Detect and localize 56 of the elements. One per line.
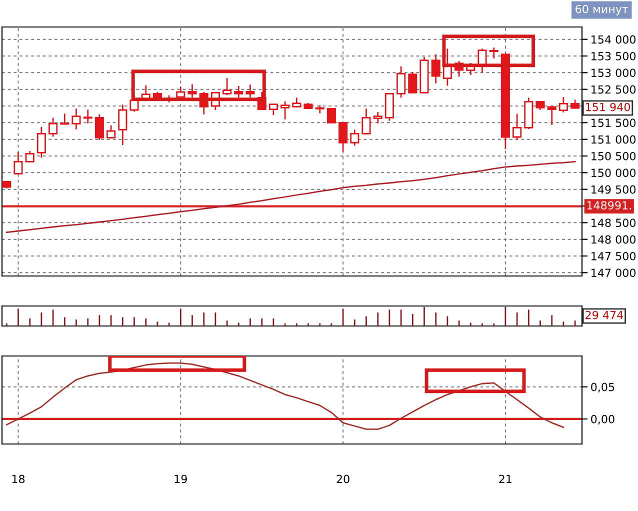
x-tick-label: 21: [499, 474, 512, 483]
y-tick-label: 0,05: [591, 382, 614, 392]
line-series: [6, 160, 576, 234]
candlestick: [326, 108, 336, 124]
line-series: [6, 362, 564, 430]
y-tick-label: 149 500: [592, 185, 636, 194]
y-tick-label: 151 500: [592, 118, 636, 128]
y-tick-label: 150 000: [592, 168, 636, 178]
y-tick-label: 0,00: [591, 414, 614, 424]
candlestick: [106, 125, 116, 138]
candlestick: [36, 126, 46, 158]
y-tick-label: 154 000: [592, 35, 636, 44]
candlestick: [512, 114, 522, 140]
candlestick: [396, 66, 406, 98]
y-tick-label: 147 000: [592, 268, 636, 278]
candlestick: [350, 130, 360, 146]
candlestick: [222, 78, 232, 96]
y-tick-label: 147 500: [592, 252, 636, 260]
candlestick: [338, 122, 348, 152]
x-tick-label: 18: [12, 474, 25, 484]
candlestick: [362, 108, 371, 134]
candlestick: [83, 110, 92, 124]
candlestick: [60, 114, 70, 125]
candlestick: [408, 72, 418, 94]
candlestick: [384, 92, 394, 121]
y-tick-label: 148 000: [592, 235, 636, 244]
candlestick: [268, 104, 278, 116]
x-tick-label: 19: [174, 474, 187, 484]
candlestick: [547, 106, 556, 126]
candlestick: [14, 152, 23, 174]
candlestick: [188, 84, 197, 98]
text: 151 940: [586, 102, 630, 112]
y-tick-label: 153 500: [592, 52, 636, 60]
candlestick: [431, 54, 440, 84]
y-tick-label: 150 500: [592, 152, 636, 160]
candlestick: [234, 86, 244, 98]
candlestick: [558, 96, 568, 112]
chart-title: 60 минут: [576, 4, 628, 16]
candlestick: [176, 86, 186, 98]
candlestick: [280, 101, 290, 120]
candlestick: [315, 105, 324, 114]
y-tick-label: 148 500: [592, 218, 636, 228]
y-tick-label: 152 500: [592, 85, 636, 94]
candlestick: [94, 114, 104, 140]
x-tick-label: 20: [336, 474, 350, 484]
candlestick: [489, 48, 498, 58]
candlestick: [246, 84, 255, 98]
y-tick-label: 151 000: [592, 135, 636, 144]
candlestick: [25, 150, 34, 162]
text: 29 474: [586, 310, 624, 320]
ref-line-label: 148991.: [587, 201, 631, 210]
y-tick-label: 153 000: [592, 68, 636, 78]
candlestick: [373, 112, 382, 124]
candlestick: [48, 118, 58, 137]
candlestick: [72, 108, 81, 130]
candlestick: [118, 104, 128, 146]
